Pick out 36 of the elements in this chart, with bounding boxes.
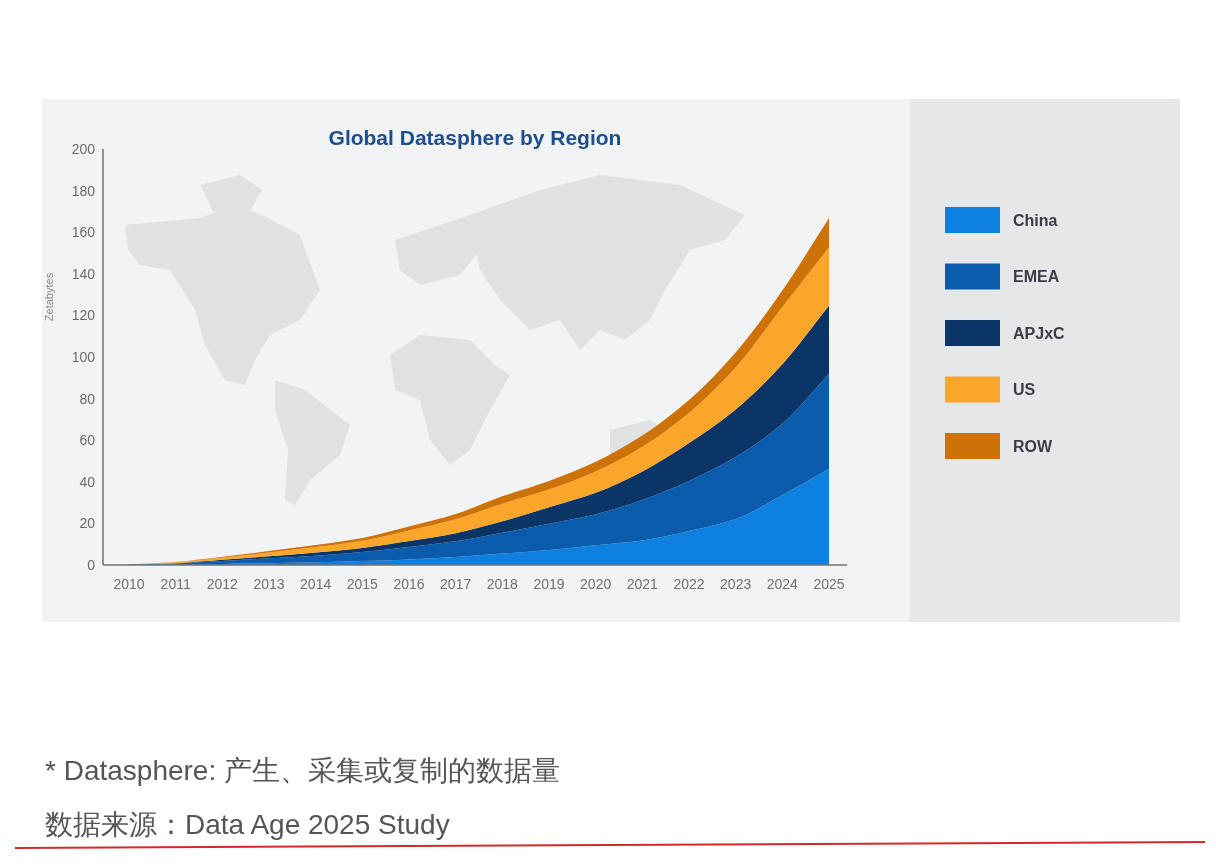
legend-label: US bbox=[1013, 381, 1036, 398]
chart-title: Global Datasphere by Region bbox=[328, 126, 622, 149]
source-note: 数据来源：Data Age 2025 Study bbox=[45, 809, 450, 840]
x-tick-label: 2015 bbox=[346, 576, 379, 592]
y-tick-label: 20 bbox=[79, 515, 96, 532]
y-tick-label: 40 bbox=[79, 473, 96, 490]
x-tick-label: 2013 bbox=[253, 576, 285, 592]
x-tick-label: 2011 bbox=[160, 576, 191, 592]
x-tick-label: 2012 bbox=[206, 576, 239, 592]
x-tick-label: 2018 bbox=[486, 576, 519, 592]
legend-label: APJxC bbox=[1013, 324, 1066, 342]
x-tick-label: 2016 bbox=[393, 576, 425, 592]
x-tick-label: 2019 bbox=[533, 576, 565, 592]
y-tick-label: 200 bbox=[71, 141, 96, 157]
x-tick-label: 2014 bbox=[300, 576, 332, 592]
x-tick-label: 2017 bbox=[440, 576, 472, 592]
y-tick-label: 60 bbox=[79, 432, 96, 449]
x-tick-label: 2022 bbox=[673, 576, 705, 592]
x-tick-label: 2024 bbox=[766, 576, 799, 592]
y-tick-label: 100 bbox=[71, 349, 96, 365]
x-tick-label: 2025 bbox=[813, 576, 845, 592]
x-tick-label: 2023 bbox=[720, 576, 752, 592]
y-tick-label: 80 bbox=[79, 390, 96, 407]
x-tick-label: 2020 bbox=[580, 576, 612, 592]
y-axis-title: Zetabytes bbox=[43, 272, 55, 322]
y-tick-label: 180 bbox=[71, 182, 96, 199]
y-tick-label: 160 bbox=[71, 224, 96, 241]
x-tick-label: 2021 bbox=[626, 576, 659, 592]
legend-label: China bbox=[1013, 211, 1058, 229]
y-tick-label: 0 bbox=[87, 557, 96, 573]
legend-label: EMEA bbox=[1013, 268, 1060, 285]
text: * Datasphere: 产生、采集或复制的数据量 bbox=[45, 755, 560, 786]
y-tick-label: 140 bbox=[71, 265, 96, 282]
x-tick-label: 2010 bbox=[113, 576, 145, 592]
y-tick-label: 120 bbox=[71, 307, 96, 324]
legend-label: ROW bbox=[1013, 437, 1053, 455]
